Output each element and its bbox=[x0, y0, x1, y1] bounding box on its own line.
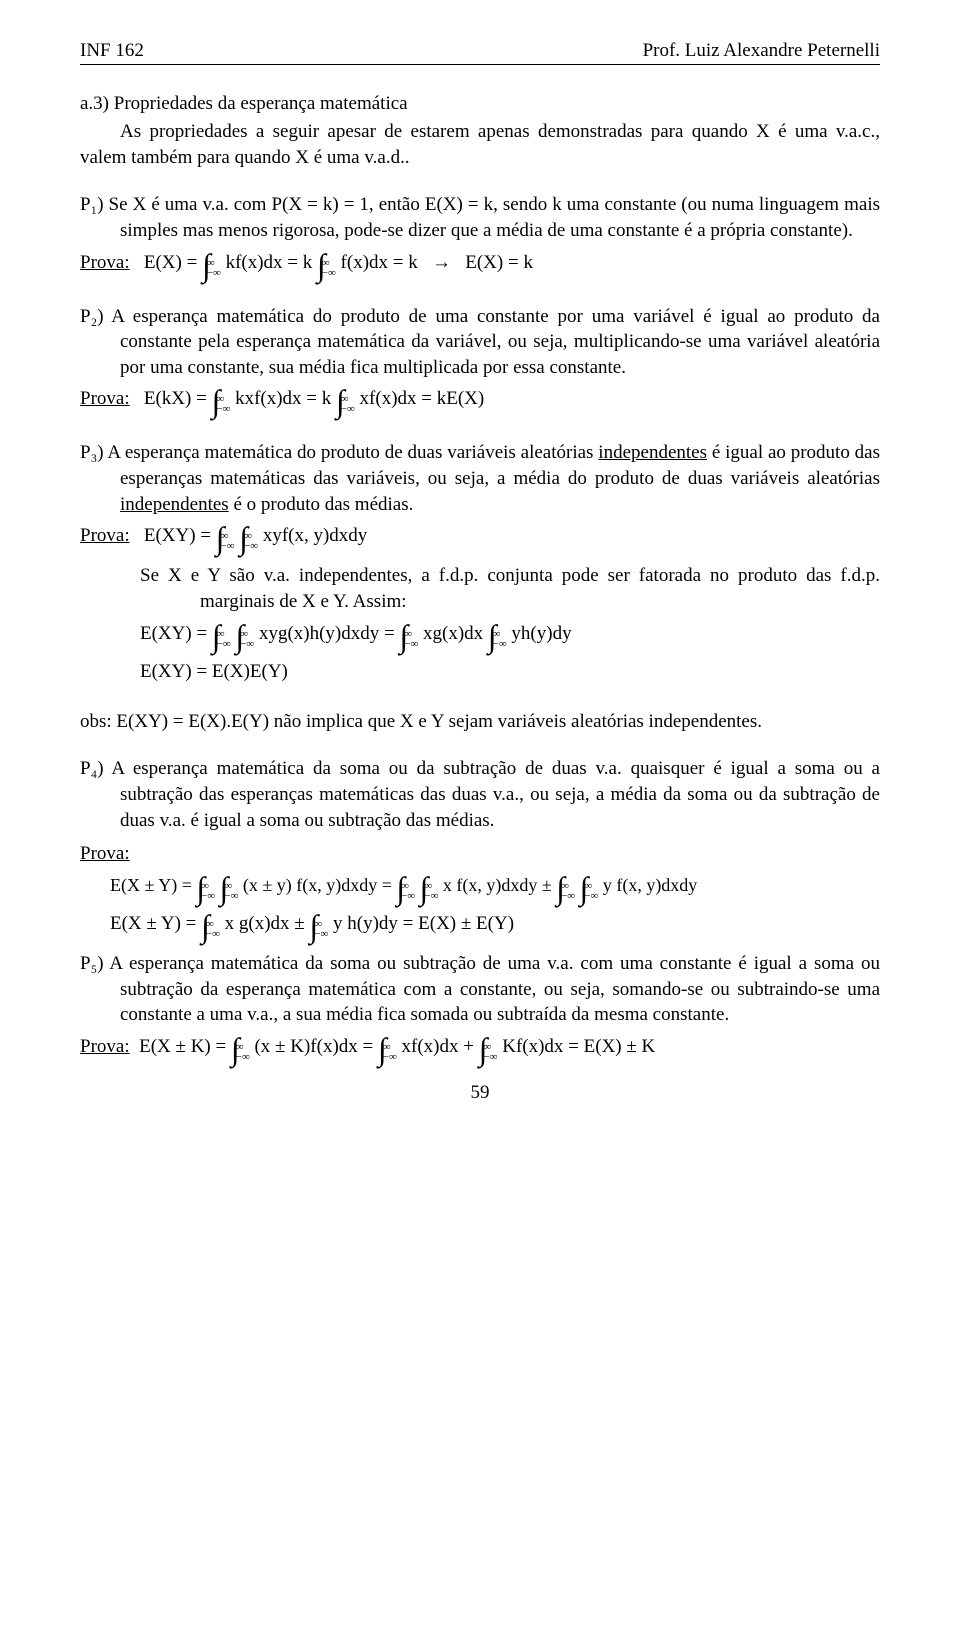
p2-text: P₂) A esperança matemática do produto de… bbox=[80, 304, 880, 381]
p4-proof-label: Prova: bbox=[80, 841, 880, 867]
proof-label: Prova: bbox=[80, 388, 130, 409]
p5-text: P₅) A esperança matemática da soma ou su… bbox=[80, 951, 880, 1028]
p3-note: Se X e Y são v.a. independentes, a f.d.p… bbox=[140, 563, 880, 614]
intro-text: As propriedades a seguir apesar de estar… bbox=[80, 119, 880, 170]
p4-text: P₄) A esperança matemática da soma ou da… bbox=[80, 756, 880, 833]
p4-proof-1: E(X ± Y) = ∫∞−∞ ∫∞−∞ (x ± y) f(x, y)dxdy… bbox=[80, 875, 880, 901]
section-title: a.3) Propriedades da esperança matemátic… bbox=[80, 93, 880, 115]
p3-proof-1: Prova: E(XY) = ∫∞−∞ ∫∞−∞ xyf(x, y)dxdy bbox=[80, 525, 880, 551]
p2-proof: Prova: E(kX) = ∫∞−∞ kxf(x)dx = k ∫∞−∞ xf… bbox=[80, 388, 880, 414]
proof-label: Prova: bbox=[80, 525, 130, 546]
page: INF 162 Prof. Luiz Alexandre Peternelli … bbox=[0, 0, 960, 1638]
header-right: Prof. Luiz Alexandre Peternelli bbox=[643, 40, 880, 62]
p3-text: P₃) A esperança matemática do produto de… bbox=[80, 440, 880, 517]
p5-proof: Prova: E(X ± K) = ∫∞−∞ (x ± K)f(x)dx = ∫… bbox=[80, 1036, 880, 1062]
proof-label: Prova: bbox=[80, 1036, 130, 1057]
p3-obs: obs: E(XY) = E(X).E(Y) não implica que X… bbox=[80, 709, 880, 735]
p1-text: P₁) Se X é uma v.a. com P(X = k) = 1, en… bbox=[80, 192, 880, 243]
page-header: INF 162 Prof. Luiz Alexandre Peternelli bbox=[80, 40, 880, 65]
p3-proof-3: E(XY) = E(X)E(Y) bbox=[80, 661, 880, 683]
p3-proof-2: E(XY) = ∫∞−∞ ∫∞−∞ xyg(x)h(y)dxdy = ∫∞−∞ … bbox=[80, 623, 880, 649]
proof-label: Prova: bbox=[80, 252, 130, 273]
page-number: 59 bbox=[80, 1082, 880, 1104]
header-left: INF 162 bbox=[80, 40, 144, 62]
p4-proof-2: E(X ± Y) = ∫∞−∞ x g(x)dx ± ∫∞−∞ y h(y)dy… bbox=[80, 913, 880, 939]
p1-proof: Prova: E(X) = ∫∞−∞ kf(x)dx = k ∫∞−∞ f(x)… bbox=[80, 252, 880, 278]
